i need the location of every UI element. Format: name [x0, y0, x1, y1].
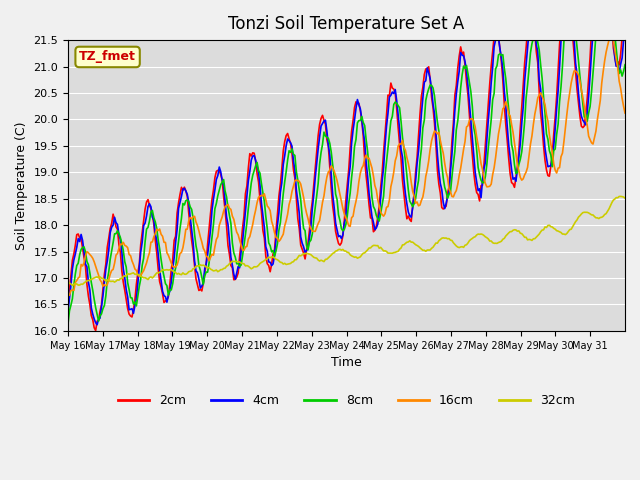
- 32cm: [463, 242, 470, 248]
- 4cm: [621, 13, 629, 19]
- 4cm: [545, 163, 553, 169]
- 32cm: [64, 279, 72, 285]
- Y-axis label: Soil Temperature (C): Soil Temperature (C): [15, 121, 28, 250]
- 16cm: [621, 110, 629, 116]
- 16cm: [545, 132, 553, 138]
- 4cm: [102, 266, 109, 272]
- 2cm: [463, 79, 470, 84]
- 2cm: [620, 18, 627, 24]
- 4cm: [64, 309, 72, 315]
- Line: 4cm: 4cm: [68, 0, 625, 324]
- 4cm: [620, 37, 627, 43]
- 32cm: [102, 278, 109, 284]
- 2cm: [64, 299, 72, 304]
- 16cm: [66, 292, 74, 298]
- 8cm: [351, 144, 358, 149]
- 32cm: [620, 194, 627, 200]
- 4cm: [352, 106, 360, 111]
- 32cm: [617, 193, 625, 199]
- 16cm: [620, 103, 627, 109]
- 16cm: [102, 283, 109, 288]
- Line: 8cm: 8cm: [68, 0, 625, 324]
- 2cm: [352, 99, 360, 105]
- Line: 2cm: 2cm: [68, 0, 625, 331]
- 8cm: [618, 73, 626, 79]
- X-axis label: Time: Time: [331, 356, 362, 369]
- 4cm: [463, 68, 470, 74]
- 16cm: [64, 290, 72, 296]
- Title: Tonzi Soil Temperature Set A: Tonzi Soil Temperature Set A: [228, 15, 465, 33]
- 16cm: [608, 33, 616, 38]
- 32cm: [621, 195, 629, 201]
- 16cm: [84, 250, 92, 256]
- 8cm: [461, 66, 469, 72]
- 2cm: [545, 173, 553, 179]
- 16cm: [463, 124, 470, 130]
- 4cm: [83, 264, 91, 270]
- 8cm: [83, 259, 91, 264]
- 32cm: [352, 254, 360, 260]
- Line: 16cm: 16cm: [68, 36, 625, 295]
- 8cm: [544, 136, 552, 142]
- Text: TZ_fmet: TZ_fmet: [79, 50, 136, 63]
- 4cm: [93, 322, 101, 327]
- 32cm: [68, 283, 76, 288]
- Legend: 2cm, 4cm, 8cm, 16cm, 32cm: 2cm, 4cm, 8cm, 16cm, 32cm: [113, 389, 580, 412]
- Line: 32cm: 32cm: [68, 196, 625, 286]
- 16cm: [352, 199, 360, 204]
- 8cm: [64, 321, 72, 327]
- 8cm: [621, 62, 629, 68]
- 32cm: [84, 278, 92, 284]
- 2cm: [102, 261, 109, 267]
- 2cm: [83, 282, 91, 288]
- 2cm: [92, 328, 99, 334]
- 32cm: [545, 222, 553, 228]
- 8cm: [100, 303, 108, 309]
